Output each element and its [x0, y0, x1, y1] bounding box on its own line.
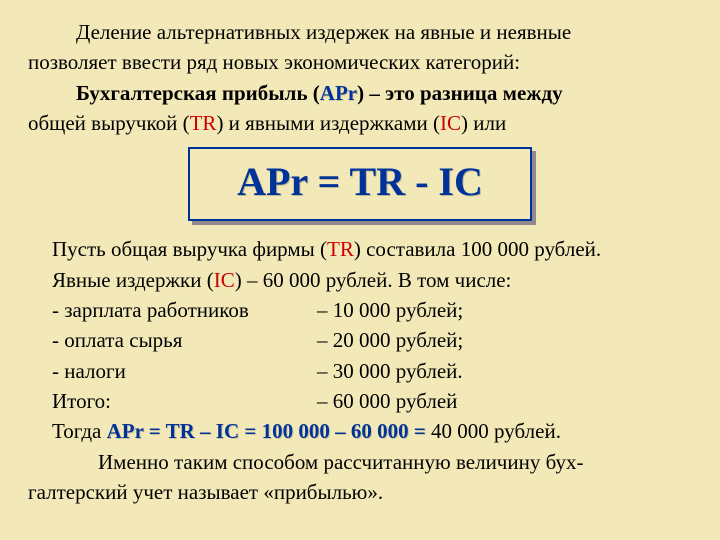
- ic-abbrev: IC: [440, 111, 461, 135]
- text: Пусть общая выручка фирмы (: [52, 237, 327, 261]
- text: ) и явными издержками (: [216, 111, 440, 135]
- tr-abbrev: TR: [190, 111, 217, 135]
- apr-abbrev: APr: [320, 81, 357, 105]
- intro-line1: Деление альтернативных издержек на явные…: [28, 18, 692, 46]
- term-bold-close: ) – это разница между: [357, 81, 563, 105]
- cost-value: – 30 000 рублей.: [317, 357, 463, 385]
- cost-row: - зарплата работников – 10 000 рублей;: [28, 296, 692, 324]
- cost-value: – 20 000 рублей;: [317, 326, 463, 354]
- term-bold: Бухгалтерская прибыль (: [76, 81, 320, 105]
- calc-result: 40 000 рублей.: [431, 419, 561, 443]
- total-row: Итого: – 60 000 рублей: [28, 387, 692, 415]
- total-label: Итого:: [52, 387, 317, 415]
- intro-line3: общей выручкой (TR) и явными издержками …: [28, 109, 692, 137]
- slide: Деление альтернативных издержек на явные…: [0, 0, 720, 518]
- formula-text: APr = TR - IC: [237, 159, 483, 204]
- text: общей выручкой (: [28, 111, 190, 135]
- calc-bold: APr = TR – IC = 100 000 – 60 000 =: [107, 419, 431, 443]
- cost-label: - налоги: [52, 357, 317, 385]
- ic-abbrev: IC: [214, 268, 235, 292]
- example-line2: Явные издержки (IC) – 60 000 рублей. В т…: [28, 266, 692, 294]
- outro-line2: галтерский учет называет «прибылью».: [28, 478, 692, 506]
- example-line1: Пусть общая выручка фирмы (TR) составила…: [28, 235, 692, 263]
- text: ) составила 100 000 рублей.: [354, 237, 601, 261]
- text: Тогда: [52, 419, 107, 443]
- cost-row: - налоги – 30 000 рублей.: [28, 357, 692, 385]
- text: ) – 60 000 рублей. В том числе:: [235, 268, 512, 292]
- cost-label: - оплата сырья: [52, 326, 317, 354]
- tr-abbrev: TR: [327, 237, 354, 261]
- intro-line2: Бухгалтерская прибыль (APr) – это разниц…: [28, 79, 692, 107]
- intro-line1b: позволяет ввести ряд новых экономических…: [28, 48, 692, 76]
- cost-label: - зарплата работников: [52, 296, 317, 324]
- calc-line: Тогда APr = TR – IC = 100 000 – 60 000 =…: [28, 417, 692, 445]
- cost-row: - оплата сырья – 20 000 рублей;: [28, 326, 692, 354]
- cost-value: – 10 000 рублей;: [317, 296, 463, 324]
- outro-line1: Именно таким способом рассчитанную велич…: [28, 448, 692, 476]
- text: Явные издержки (: [52, 268, 214, 292]
- text: ) или: [461, 111, 506, 135]
- formula-box: APr = TR - IC: [188, 147, 532, 221]
- total-value: – 60 000 рублей: [317, 387, 457, 415]
